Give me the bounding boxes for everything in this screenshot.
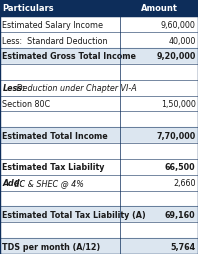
Bar [0, 128, 198, 144]
Bar [0, 112, 198, 128]
Bar [0, 96, 198, 112]
Text: 5,764: 5,764 [170, 242, 196, 251]
Bar [0, 49, 198, 65]
Text: Estimated Tax Liability: Estimated Tax Liability [2, 163, 105, 172]
Text: EC & SHEC @ 4%: EC & SHEC @ 4% [12, 179, 84, 187]
Text: 2,660: 2,660 [173, 179, 196, 187]
Text: Add:: Add: [2, 179, 23, 187]
Text: Estimated Salary Income: Estimated Salary Income [2, 21, 103, 30]
Bar [0, 81, 198, 96]
Text: Less:: Less: [2, 84, 26, 93]
Text: Estimated Gross Total Income: Estimated Gross Total Income [2, 52, 136, 61]
Bar [0, 65, 198, 81]
Text: TDS per month (A/12): TDS per month (A/12) [2, 242, 101, 251]
Bar [0, 207, 198, 223]
Text: Estimated Total Tax Liability (A): Estimated Total Tax Liability (A) [2, 210, 146, 219]
Text: 1,50,000: 1,50,000 [161, 100, 196, 108]
Bar [0, 238, 198, 254]
Bar [0, 0, 198, 17]
Text: 69,160: 69,160 [165, 210, 196, 219]
Text: 66,500: 66,500 [165, 163, 196, 172]
Bar [0, 144, 198, 159]
Bar [0, 17, 198, 33]
Text: Amount: Amount [141, 4, 178, 13]
Text: Estimated Total Income: Estimated Total Income [2, 131, 108, 140]
Bar [0, 191, 198, 207]
Text: Particulars: Particulars [2, 4, 54, 13]
Bar [0, 159, 198, 175]
Text: Less:  Standard Deduction: Less: Standard Deduction [2, 37, 108, 45]
Text: 40,000: 40,000 [168, 37, 196, 45]
Text: 9,20,000: 9,20,000 [156, 52, 196, 61]
Text: Section 80C: Section 80C [2, 100, 50, 108]
Text: 7,70,000: 7,70,000 [156, 131, 196, 140]
Bar [0, 175, 198, 191]
Bar [0, 33, 198, 49]
Text: Deduction under Chapter VI-A: Deduction under Chapter VI-A [14, 84, 137, 93]
Text: 9,60,000: 9,60,000 [161, 21, 196, 30]
Bar [0, 223, 198, 238]
